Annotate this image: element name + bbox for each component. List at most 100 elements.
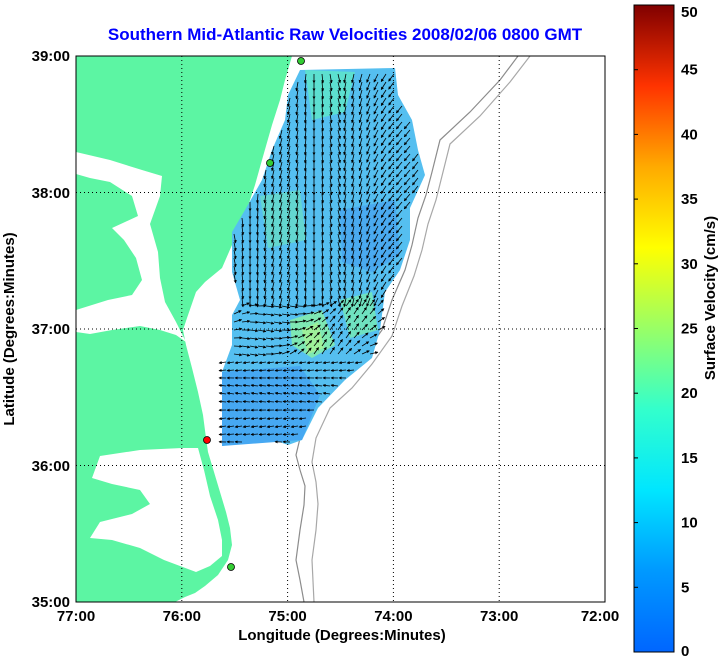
velocity-arrow xyxy=(412,177,419,186)
velocity-arrow xyxy=(281,305,291,309)
velocity-arrow xyxy=(233,310,242,315)
velocity-arrow xyxy=(337,193,342,204)
velocity-arrow xyxy=(281,321,291,325)
velocity-arrow xyxy=(303,217,307,228)
velocity-arrow xyxy=(265,321,275,325)
velocity-arrow xyxy=(358,289,363,300)
velocity-arrow xyxy=(366,121,371,131)
velocity-arrow xyxy=(354,361,363,365)
velocity-arrow xyxy=(321,281,325,292)
velocity-arrow xyxy=(366,153,371,163)
velocity-arrow xyxy=(290,416,299,421)
velocity-arrow xyxy=(366,209,371,219)
velocity-arrow xyxy=(361,315,368,323)
velocity-arrow xyxy=(380,217,387,227)
velocity-arrow xyxy=(338,368,347,373)
velocity-arrow xyxy=(257,312,267,316)
velocity-arrow xyxy=(329,273,333,284)
velocity-arrow xyxy=(290,368,299,373)
y-tick-label: 37:00 xyxy=(32,321,70,338)
velocity-arrow xyxy=(351,217,355,228)
velocity-arrow xyxy=(373,265,379,275)
velocity-arrow xyxy=(329,323,336,331)
velocity-arrow xyxy=(395,121,403,130)
velocity-arrow xyxy=(373,225,379,235)
velocity-arrow xyxy=(351,145,355,156)
velocity-arrow xyxy=(286,265,291,276)
velocity-arrow xyxy=(329,241,333,252)
x-tick-label: 73:00 xyxy=(480,608,518,625)
velocity-arrow xyxy=(295,209,299,220)
velocity-arrow xyxy=(295,249,299,260)
velocity-arrow xyxy=(395,177,403,186)
velocity-arrow xyxy=(366,81,371,91)
velocity-arrow xyxy=(295,233,299,244)
velocity-arrow xyxy=(358,209,363,220)
velocity-arrow xyxy=(321,177,325,188)
velocity-arrow xyxy=(274,425,283,429)
velocity-arrow xyxy=(250,432,259,436)
velocity-arrow xyxy=(329,161,333,172)
velocity-arrow xyxy=(263,193,267,204)
velocity-arrow xyxy=(395,225,403,234)
velocity-arrow xyxy=(369,333,378,339)
velocity-arrow xyxy=(380,105,387,115)
velocity-arrow xyxy=(369,342,378,347)
velocity-arrow xyxy=(274,361,283,365)
velocity-arrow xyxy=(295,281,299,292)
velocity-arrow xyxy=(274,416,283,421)
velocity-arrow xyxy=(358,225,363,236)
velocity-arrow xyxy=(258,361,267,365)
velocity-arrow xyxy=(278,233,283,244)
velocity-arrow xyxy=(351,201,355,212)
colorbar-tick-label: 30 xyxy=(681,256,698,273)
y-tick-label: 38:00 xyxy=(32,185,70,202)
chesapeake-bay xyxy=(76,152,186,342)
velocity-arrow xyxy=(303,289,307,300)
velocity-arrow xyxy=(380,121,387,131)
velocity-arrow xyxy=(273,329,283,333)
velocity-arrow xyxy=(274,400,283,404)
velocity-arrow xyxy=(358,241,363,252)
velocity-arrow xyxy=(377,317,386,323)
velocity-arrow xyxy=(265,337,275,341)
velocity-arrow xyxy=(329,257,333,268)
velocity-arrow xyxy=(282,400,291,404)
velocity-arrow xyxy=(321,338,327,347)
velocity-arrow xyxy=(273,313,283,317)
velocity-arrow xyxy=(305,304,315,308)
velocity-arrow xyxy=(343,73,347,84)
velocity-arrow xyxy=(337,145,342,156)
velocity-arrow xyxy=(263,217,267,228)
pamlico-sound xyxy=(90,448,222,572)
velocity-arrow xyxy=(343,193,347,204)
velocity-arrow xyxy=(373,169,379,179)
velocity-arrow xyxy=(263,265,267,276)
velocity-arrow xyxy=(278,281,283,292)
velocity-arrow xyxy=(295,217,299,228)
velocity-arrow xyxy=(343,137,347,148)
velocity-arrow xyxy=(313,331,320,339)
velocity-arrow xyxy=(337,281,342,292)
velocity-arrow xyxy=(257,353,267,357)
velocity-arrow xyxy=(329,249,333,260)
velocity-arrow xyxy=(361,332,369,339)
velocity-arrow xyxy=(412,161,419,170)
velocity-arrow xyxy=(321,225,325,236)
velocity-arrow xyxy=(388,105,395,114)
velocity-arrow xyxy=(373,105,379,115)
velocity-arrow xyxy=(233,265,237,276)
velocity-arrow xyxy=(366,169,371,179)
velocity-arrow xyxy=(337,209,342,220)
velocity-arrow xyxy=(329,201,333,212)
velocity-arrow xyxy=(351,89,355,100)
velocity-arrow xyxy=(241,257,245,268)
velocity-arrow xyxy=(373,73,379,83)
velocity-arrow xyxy=(380,153,387,163)
velocity-arrow xyxy=(278,297,283,308)
velocity-arrow xyxy=(366,185,371,195)
velocity-arrow xyxy=(388,201,395,210)
velocity-arrow xyxy=(286,153,291,164)
velocity-arrow xyxy=(358,201,363,212)
velocity-arrow xyxy=(373,297,379,307)
